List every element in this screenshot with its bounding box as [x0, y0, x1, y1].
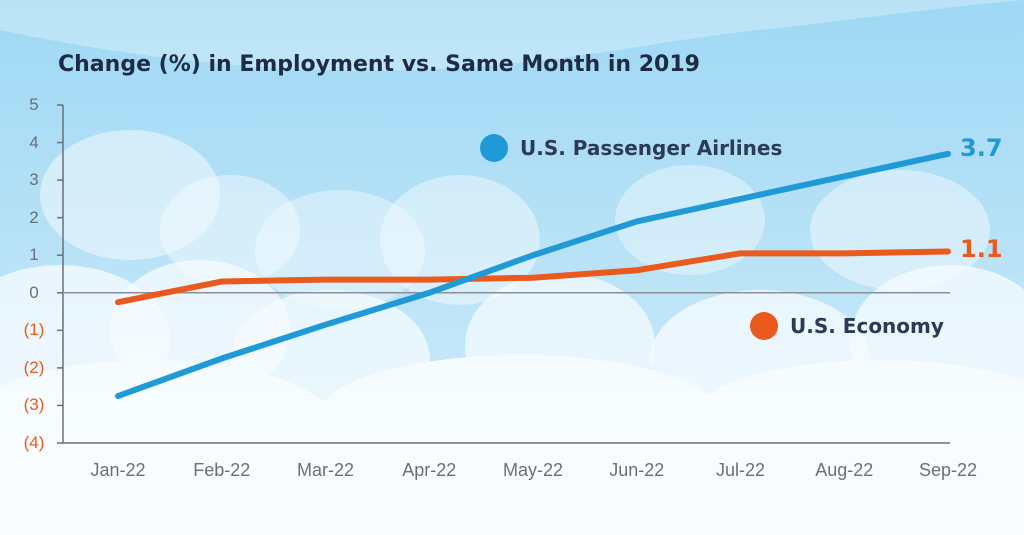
y-tick-label: 1	[29, 245, 39, 265]
end-label-airlines: 3.7	[960, 133, 1003, 162]
legend-label-economy: U.S. Economy	[790, 314, 944, 338]
x-tick-label: Jan-22	[90, 460, 146, 480]
x-tick-label: Sep-22	[918, 460, 978, 480]
y-tick-label: 2	[29, 207, 39, 227]
y-tick-label: (1)	[23, 320, 45, 340]
legend-dot-economy	[750, 312, 778, 340]
legend-item-economy: U.S. Economy	[750, 312, 944, 340]
y-tick-label: 0	[29, 282, 39, 302]
x-tick-label: Jul-22	[715, 460, 766, 480]
y-tick-label: 4	[29, 132, 39, 152]
x-tick-label: Mar-22	[296, 460, 354, 480]
y-tick-label: (2)	[23, 357, 45, 377]
y-tick-label: 5	[29, 95, 39, 114]
legend-label-airlines: U.S. Passenger Airlines	[520, 136, 783, 160]
end-label-economy: 1.1	[960, 235, 1003, 264]
series-line-airlines	[115, 150, 951, 400]
y-tick-label: (4)	[23, 433, 45, 452]
x-tick-label: Apr-22	[402, 460, 457, 480]
legend-dot-airlines	[480, 134, 508, 162]
legend-item-airlines: U.S. Passenger Airlines	[480, 134, 782, 162]
x-tick-label: Aug-22	[815, 460, 874, 480]
x-tick-label: Jun-22	[609, 460, 665, 480]
x-tick-label: Feb-22	[193, 460, 251, 480]
y-tick-label: (3)	[23, 395, 45, 415]
series-line-economy	[115, 248, 951, 306]
chart-title: Change (%) in Employment vs. Same Month …	[58, 52, 700, 77]
x-tick-label: May-22	[502, 460, 564, 480]
y-tick-label: 3	[29, 170, 39, 190]
